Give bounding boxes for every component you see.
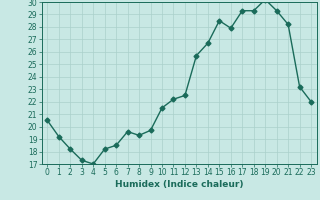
X-axis label: Humidex (Indice chaleur): Humidex (Indice chaleur) [115, 180, 244, 189]
